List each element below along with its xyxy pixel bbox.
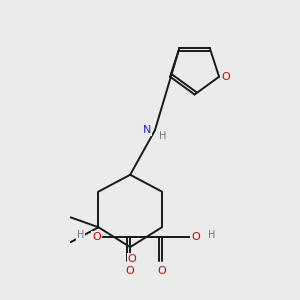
Text: O: O — [222, 72, 230, 82]
Text: N: N — [142, 125, 151, 135]
Text: O: O — [158, 266, 166, 276]
Text: O: O — [92, 232, 101, 242]
Text: H: H — [159, 131, 167, 141]
Text: O: O — [126, 266, 135, 276]
Text: H: H — [208, 230, 215, 240]
Text: H: H — [77, 230, 84, 240]
Text: O: O — [128, 254, 136, 264]
Text: O: O — [191, 232, 200, 242]
